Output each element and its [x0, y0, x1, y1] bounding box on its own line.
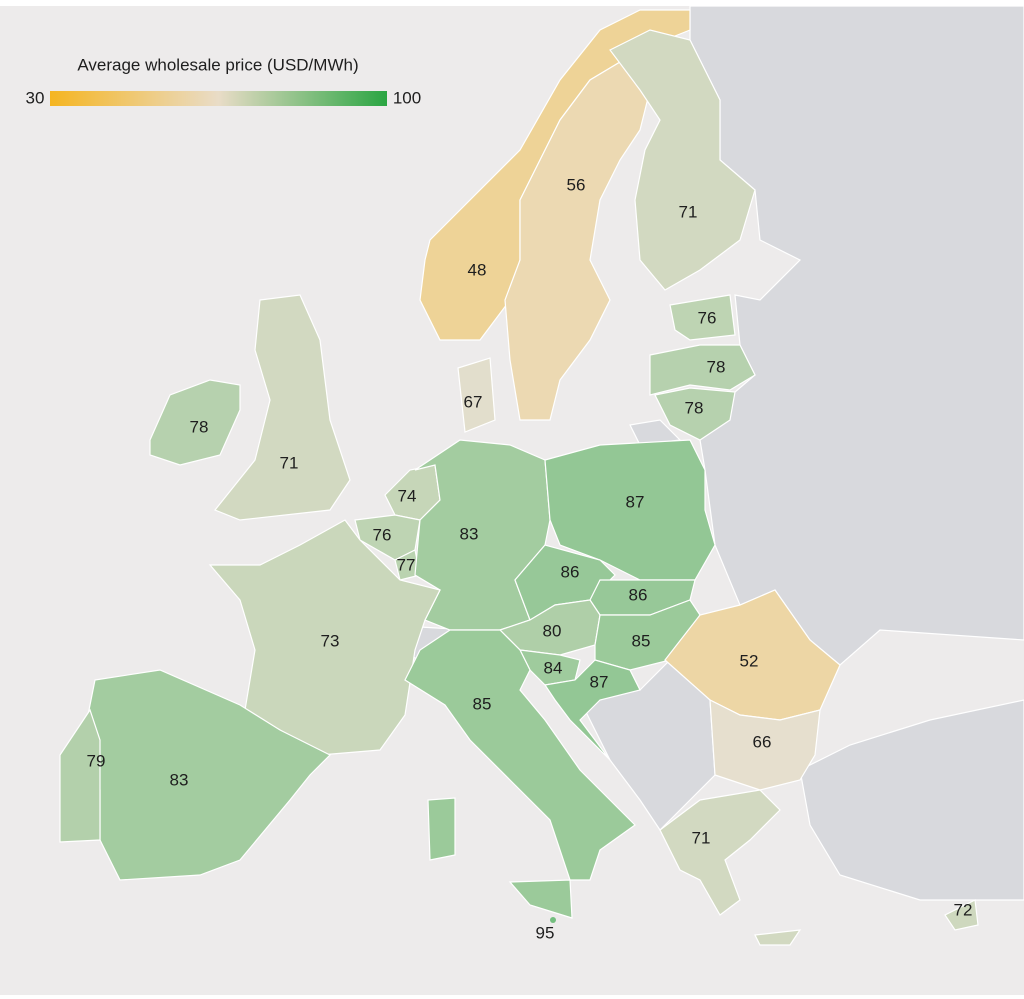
value-label: 71 — [692, 828, 711, 847]
value-label: 71 — [280, 453, 299, 472]
value-label: 78 — [685, 398, 704, 417]
region — [654, 387, 736, 441]
value-label: 87 — [590, 672, 609, 691]
region — [550, 917, 556, 923]
legend-title: Average wholesale price (USD/MWh) — [77, 55, 358, 74]
region — [609, 29, 756, 291]
value-label: 78 — [707, 357, 726, 376]
value-label: 95 — [536, 923, 555, 942]
value-label: 67 — [464, 392, 483, 411]
region — [659, 789, 781, 916]
value-label: 80 — [543, 621, 562, 640]
value-label: 73 — [321, 631, 340, 650]
legend: Average wholesale price (USD/MWh) 30 100 — [26, 55, 422, 107]
value-label: 85 — [473, 694, 492, 713]
value-label: 76 — [698, 308, 717, 327]
value-label: 79 — [87, 751, 106, 770]
value-label: 66 — [753, 732, 772, 751]
value-label: 85 — [632, 631, 651, 650]
value-label: 72 — [954, 900, 973, 919]
value-label: 78 — [190, 417, 209, 436]
region — [649, 344, 756, 396]
region — [149, 379, 241, 466]
value-label: 52 — [740, 651, 759, 670]
value-label: 86 — [629, 585, 648, 604]
region — [544, 439, 716, 581]
region — [208, 519, 441, 756]
value-label: 86 — [561, 562, 580, 581]
value-label: 74 — [398, 486, 417, 505]
region — [669, 294, 736, 341]
region — [457, 357, 496, 433]
region — [404, 629, 636, 881]
land — [689, 5, 1024, 666]
value-label: 76 — [373, 525, 392, 544]
regions — [59, 9, 979, 946]
legend-min: 30 — [26, 88, 45, 107]
value-label: 83 — [170, 770, 189, 789]
region — [944, 899, 979, 931]
region — [709, 698, 821, 791]
region — [214, 294, 351, 521]
region — [427, 797, 456, 861]
region — [543, 659, 641, 761]
value-label: 77 — [397, 555, 416, 574]
value-label: 87 — [626, 492, 645, 511]
land — [799, 699, 1024, 901]
land — [579, 659, 716, 831]
region — [508, 879, 573, 919]
region — [59, 708, 101, 843]
value-label: 83 — [460, 524, 479, 543]
value-label: 56 — [567, 175, 586, 194]
value-label: 48 — [468, 260, 487, 279]
legend-gradient — [50, 91, 387, 106]
value-label: 84 — [544, 658, 563, 677]
region — [504, 49, 651, 421]
labels: 48 56 71 76 78 78 67 78 71 74 76 77 83 87 86 86 80 85 84 87… — [87, 175, 973, 942]
legend-max: 100 — [393, 88, 421, 107]
value-label: 71 — [679, 202, 698, 221]
region — [754, 929, 802, 946]
